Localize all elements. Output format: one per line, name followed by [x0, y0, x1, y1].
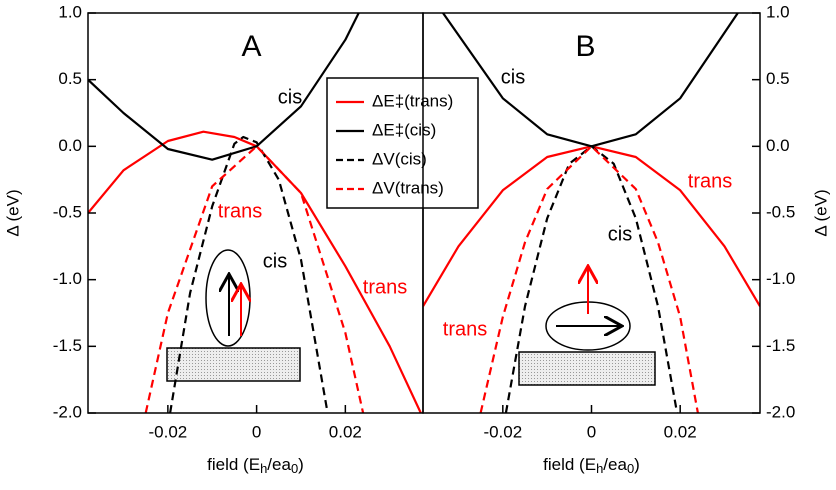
legend-label: ΔV(trans) [372, 178, 444, 197]
annotation: cis [501, 66, 525, 88]
x-axis-label-part: field (E [207, 455, 260, 474]
x-axis-label-part: /ea [603, 455, 627, 474]
y-tick-label: 0.5 [766, 69, 790, 88]
y-tick-label: 0.5 [58, 69, 82, 88]
y-tick-label: -1.0 [766, 269, 795, 288]
y-tick-label: -1.5 [766, 336, 795, 355]
legend: ΔE‡(trans) ΔE‡(cis) ΔV(cis) ΔV(trans) [327, 78, 478, 208]
annotation: cis [608, 223, 632, 245]
x-axis-label: field (Eh/ea0) [543, 455, 640, 476]
y-tick-label: -2.0 [53, 402, 82, 421]
annotation: cis [263, 250, 287, 272]
y-tick-label: -0.5 [766, 202, 795, 221]
series-line [88, 13, 359, 160]
x-tick-label: 0 [252, 422, 261, 441]
panel-label: B [575, 30, 595, 63]
x-axis-label-part: field (E [543, 455, 596, 474]
y-tick-label: 0.0 [58, 136, 82, 155]
x-axis-label-part: h [596, 461, 603, 476]
y-tick-label: 1.0 [58, 2, 82, 21]
x-tick-label: 0 [587, 422, 596, 441]
x-tick-label: 0.02 [664, 422, 697, 441]
legend-label: ΔE‡(cis) [372, 120, 436, 139]
x-axis-label-part: ) [634, 455, 640, 474]
x-axis-label-part: h [260, 461, 267, 476]
y-axis-label: Δ (eV) [811, 189, 830, 236]
y-tick-label: 1.0 [766, 2, 790, 21]
x-axis-label-part: ) [298, 455, 304, 474]
x-axis-label-part: /ea [267, 455, 291, 474]
y-tick-label: 0.0 [766, 136, 790, 155]
x-tick-label: -0.02 [148, 422, 187, 441]
x-axis-label: field (Eh/ea0) [207, 455, 304, 476]
annotation: trans [363, 276, 407, 298]
y-tick-label: -1.0 [53, 269, 82, 288]
annotation: trans [218, 200, 262, 222]
legend-label: ΔE‡(trans) [372, 91, 453, 110]
y-tick-label: -0.5 [53, 202, 82, 221]
legend-label: ΔV(cis) [372, 149, 427, 168]
chart: -2.0 -1.5 -1.0 -0.5 0.0 0.5 1.0 -0.02 0 0.02 field… [0, 0, 836, 490]
annotation: trans [443, 318, 487, 340]
x-tick-label: -0.02 [483, 422, 522, 441]
x-axis-label-part: 0 [291, 461, 298, 476]
x-tick-label: 0.02 [329, 422, 362, 441]
panel-label: A [241, 30, 261, 63]
y-axis-label: Δ (eV) [3, 189, 22, 236]
x-axis-label-part: 0 [627, 461, 634, 476]
inset-b [519, 268, 655, 385]
annotation: cis [278, 86, 302, 108]
y-tick-label: -1.5 [53, 336, 82, 355]
y-tick-label: -2.0 [766, 402, 795, 421]
annotation: trans [688, 170, 732, 192]
